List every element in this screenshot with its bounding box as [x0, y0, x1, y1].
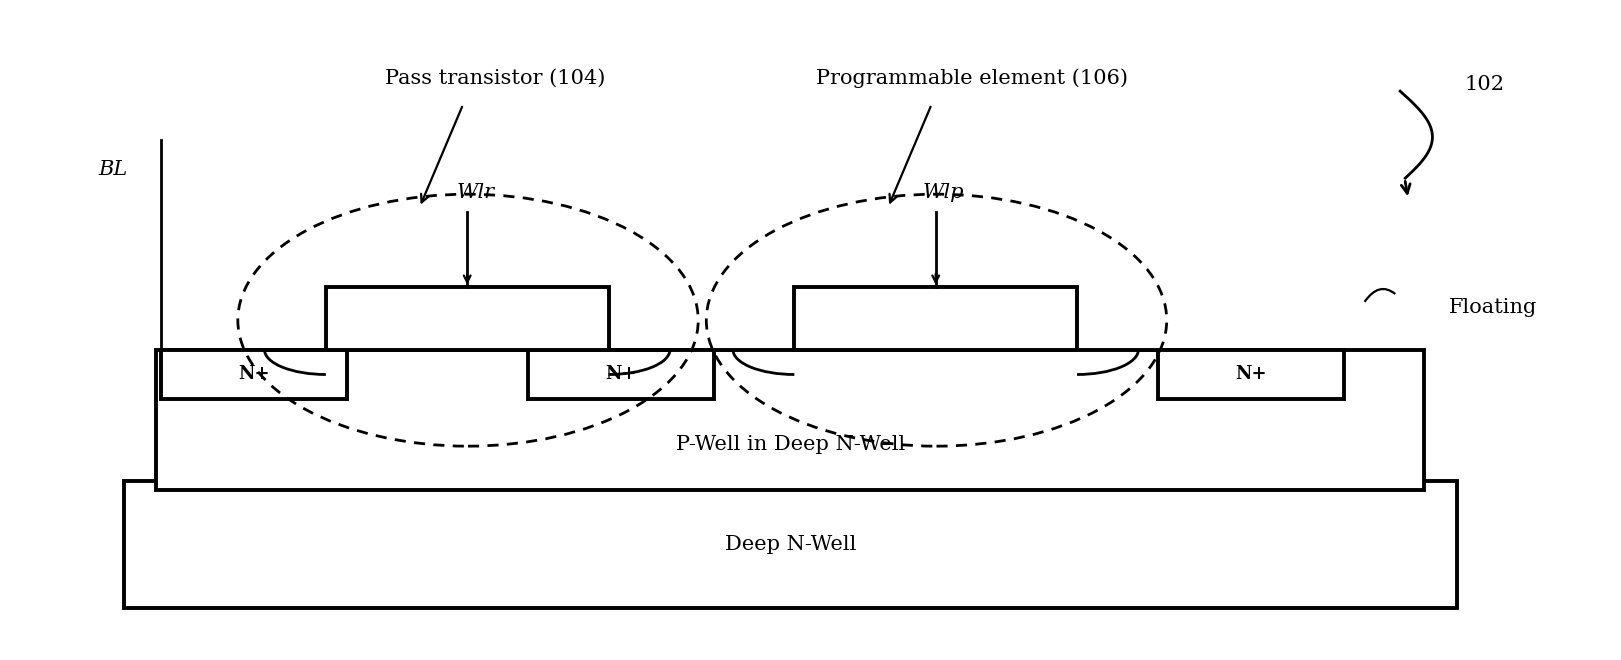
- Text: Wlr: Wlr: [456, 183, 494, 203]
- Text: BL: BL: [97, 160, 128, 180]
- Bar: [156, 350, 1425, 490]
- Text: P-Well in Deep N-Well: P-Well in Deep N-Well: [676, 435, 905, 454]
- Text: Deep N-Well: Deep N-Well: [725, 535, 856, 554]
- Text: Wlp: Wlp: [922, 183, 964, 203]
- Text: 102: 102: [1465, 75, 1504, 94]
- Text: Pass transistor (104): Pass transistor (104): [386, 69, 606, 88]
- Text: Floating: Floating: [1449, 298, 1537, 317]
- Bar: [326, 288, 608, 350]
- Text: N+: N+: [1235, 365, 1266, 383]
- Text: Poly gate: Poly gate: [425, 310, 509, 327]
- Bar: [1157, 350, 1344, 399]
- Text: N+: N+: [605, 365, 637, 383]
- Bar: [160, 350, 347, 399]
- Bar: [528, 350, 713, 399]
- Text: Poly gate: Poly gate: [893, 310, 977, 327]
- Bar: [123, 480, 1457, 608]
- Text: Programmable element (106): Programmable element (106): [815, 68, 1128, 88]
- Bar: [794, 288, 1076, 350]
- Text: N+: N+: [238, 365, 269, 383]
